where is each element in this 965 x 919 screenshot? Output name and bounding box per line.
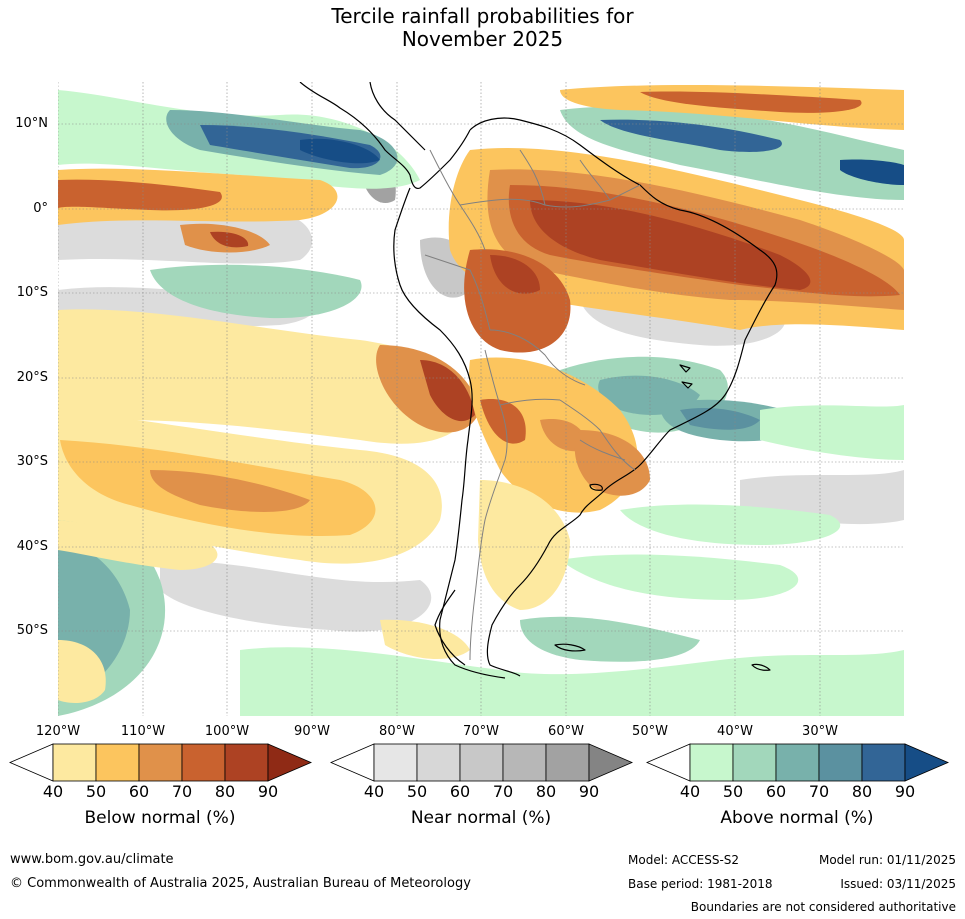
map-title: Tercile rainfall probabilities for	[331, 4, 634, 28]
lat-label-10s: 10°S	[16, 285, 48, 300]
colorbar-near-normal	[329, 743, 634, 782]
above-colorbar-segment	[689, 743, 734, 782]
lat-label-10n: 10°N	[15, 116, 48, 131]
near-colorbar-tick-label: 70	[492, 782, 514, 801]
near-colorbar-tick-label: 90	[578, 782, 600, 801]
above-colorbar-segment	[861, 743, 906, 782]
below-colorbar-segment	[52, 743, 97, 782]
near-colorbar-tick-label: 80	[535, 782, 557, 801]
near-colorbar-max-arrow	[588, 743, 634, 782]
near-colorbar-min-arrow	[329, 743, 375, 782]
above-colorbar-min-arrow	[645, 743, 691, 782]
above-colorbar-segment	[818, 743, 863, 782]
above-colorbar-tick-label: 80	[851, 782, 873, 801]
near-colorbar-segment	[459, 743, 504, 782]
below-colorbar-segment	[224, 743, 269, 782]
lat-label-40s: 40°S	[16, 539, 48, 554]
model-run-date: Model run: 01/11/2025	[818, 853, 956, 867]
near-colorbar-tick-label: 50	[406, 782, 428, 801]
colorbar-below-normal	[8, 743, 313, 782]
below-colorbar-tick-label: 50	[85, 782, 107, 801]
below-colorbar-segment	[138, 743, 183, 782]
lon-label-90w: 90°W	[294, 724, 330, 739]
model-name: Model: ACCESS-S2	[628, 853, 740, 867]
lat-label-20s: 20°S	[16, 370, 48, 385]
lat-label-50s: 50°S	[16, 623, 48, 638]
above-colorbar-tick-label: 40	[679, 782, 701, 801]
below-colorbar-segment	[95, 743, 140, 782]
lat-label-0: 0°	[33, 201, 48, 216]
lon-label-60w: 60°W	[548, 724, 584, 739]
base-period: Base period: 1981-2018	[628, 877, 773, 891]
colorbar-below-title: Below normal (%)	[84, 808, 236, 828]
above-colorbar-tick-label: 50	[722, 782, 744, 801]
colorbar-near-title: Near normal (%)	[410, 808, 552, 828]
below-colorbar-tick-label: 90	[257, 782, 279, 801]
below-colorbar-min-arrow	[8, 743, 54, 782]
graticule	[58, 82, 904, 716]
issued-date: Issued: 03/11/2025	[840, 877, 956, 891]
below-colorbar-segment	[181, 743, 226, 782]
lon-label-120w: 120°W	[35, 724, 81, 739]
near-colorbar-segment	[545, 743, 590, 782]
coastline	[299, 82, 778, 679]
below-colorbar-max-arrow	[267, 743, 313, 782]
near-colorbar-segment	[416, 743, 461, 782]
near-colorbar-tick-label: 60	[449, 782, 471, 801]
map-subtitle: November 2025	[401, 27, 564, 51]
lat-label-30s: 30°S	[16, 454, 48, 469]
near-colorbar-tick-label: 40	[363, 782, 385, 801]
above-colorbar-tick-label: 70	[808, 782, 830, 801]
below-colorbar-tick-label: 60	[128, 782, 150, 801]
lon-label-50w: 50°W	[632, 724, 668, 739]
country-boundaries	[424, 149, 641, 661]
lon-label-100w: 100°W	[204, 724, 250, 739]
colorbar-above-normal	[645, 743, 950, 782]
below-colorbar-tick-label: 70	[171, 782, 193, 801]
lon-label-30w: 30°W	[802, 724, 838, 739]
above-colorbar-tick-label: 60	[765, 782, 787, 801]
boundary-disclaimer: Boundaries are not considered authoritat…	[690, 900, 956, 914]
below-colorbar-tick-label: 40	[42, 782, 64, 801]
below-normal-regions	[58, 85, 904, 703]
above-colorbar-segment	[732, 743, 777, 782]
near-colorbar-segment	[502, 743, 547, 782]
colorbar-above-title: Above normal (%)	[720, 808, 874, 828]
copyright-text: © Commonwealth of Australia 2025, Austra…	[10, 876, 471, 891]
lon-label-40w: 40°W	[717, 724, 753, 739]
lon-label-110w: 110°W	[120, 724, 166, 739]
above-colorbar-max-arrow	[904, 743, 950, 782]
lon-label-80w: 80°W	[379, 724, 415, 739]
above-colorbar-segment	[775, 743, 820, 782]
website-link[interactable]: www.bom.gov.au/climate	[10, 852, 174, 867]
above-colorbar-tick-label: 90	[894, 782, 916, 801]
below-colorbar-tick-label: 80	[214, 782, 236, 801]
lon-label-70w: 70°W	[463, 724, 499, 739]
near-colorbar-segment	[373, 743, 418, 782]
